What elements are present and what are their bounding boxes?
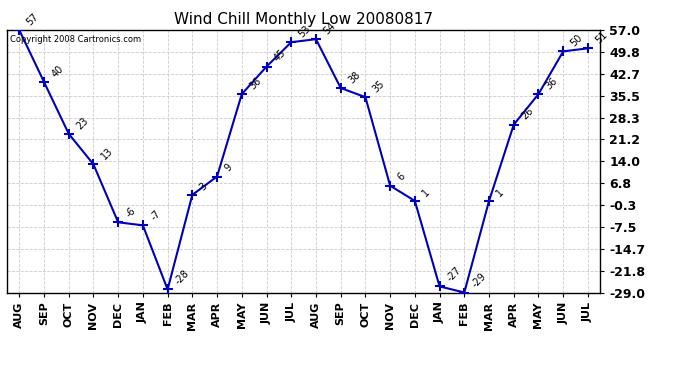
Text: 54: 54	[322, 21, 337, 36]
Text: 35: 35	[371, 78, 387, 94]
Text: 53: 53	[297, 24, 313, 39]
Text: -7: -7	[148, 209, 162, 223]
Text: 23: 23	[75, 115, 90, 131]
Text: 38: 38	[346, 69, 362, 85]
Text: 26: 26	[520, 106, 535, 122]
Text: 9: 9	[223, 162, 234, 174]
Text: 50: 50	[569, 33, 584, 49]
Text: 36: 36	[544, 76, 560, 92]
Text: 1: 1	[495, 187, 506, 198]
Text: -6: -6	[124, 206, 137, 219]
Text: 13: 13	[99, 146, 115, 162]
Text: 6: 6	[395, 171, 407, 183]
Text: -29: -29	[470, 272, 488, 290]
Text: 40: 40	[50, 63, 66, 79]
Text: 36: 36	[247, 76, 263, 92]
Text: 51: 51	[593, 30, 609, 45]
Text: -28: -28	[173, 268, 191, 286]
Text: 57: 57	[25, 11, 41, 27]
Text: 45: 45	[272, 48, 288, 64]
Text: 3: 3	[198, 181, 209, 192]
Text: -27: -27	[445, 265, 464, 284]
Text: 1: 1	[420, 187, 432, 198]
Text: Copyright 2008 Cartronics.com: Copyright 2008 Cartronics.com	[10, 35, 141, 44]
Title: Wind Chill Monthly Low 20080817: Wind Chill Monthly Low 20080817	[174, 12, 433, 27]
